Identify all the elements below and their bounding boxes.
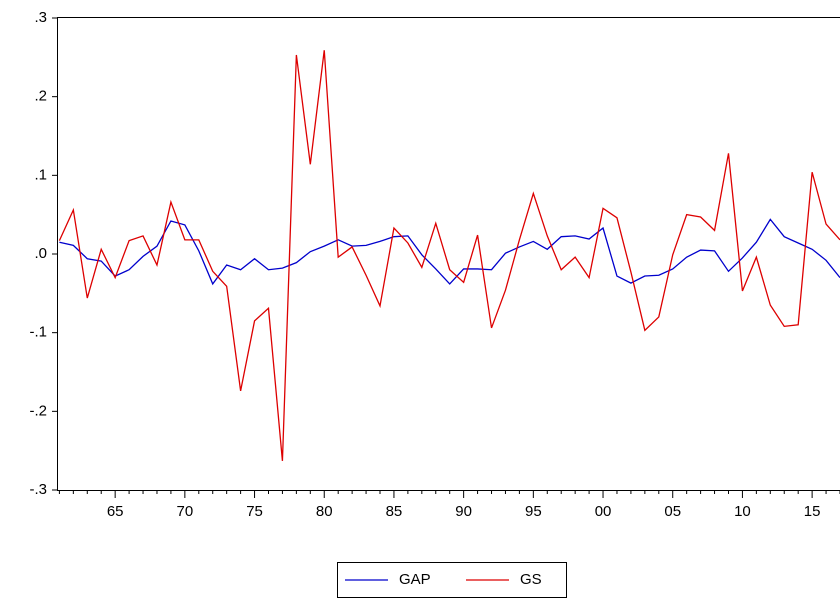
x-tick-label: 65 [107, 503, 124, 520]
series-line [58, 50, 840, 461]
y-tick-label: .0 [34, 245, 47, 262]
legend-label: GS [520, 571, 542, 588]
plot-frame [57, 17, 840, 491]
y-tick-label: .2 [34, 88, 47, 105]
x-tick-label: 00 [595, 503, 612, 520]
y-tick-label: .1 [34, 166, 47, 183]
y-tick-label: .3 [34, 9, 47, 26]
series-line [59, 218, 840, 286]
x-tick-label: 80 [316, 503, 333, 520]
legend-label: GAP [399, 571, 431, 588]
x-tick-label: 70 [177, 503, 194, 520]
x-tick-label: 15 [804, 503, 821, 520]
y-tick-label: -.2 [29, 402, 47, 419]
x-tick-label: 85 [386, 503, 403, 520]
x-tick-label: 95 [525, 503, 542, 520]
x-tick-label: 75 [246, 503, 263, 520]
y-tick-label: -.1 [29, 324, 47, 341]
y-tick-label: -.3 [29, 481, 47, 498]
x-tick-label: 90 [455, 503, 472, 520]
x-tick-label: 05 [664, 503, 681, 520]
x-tick-label: 10 [734, 503, 751, 520]
